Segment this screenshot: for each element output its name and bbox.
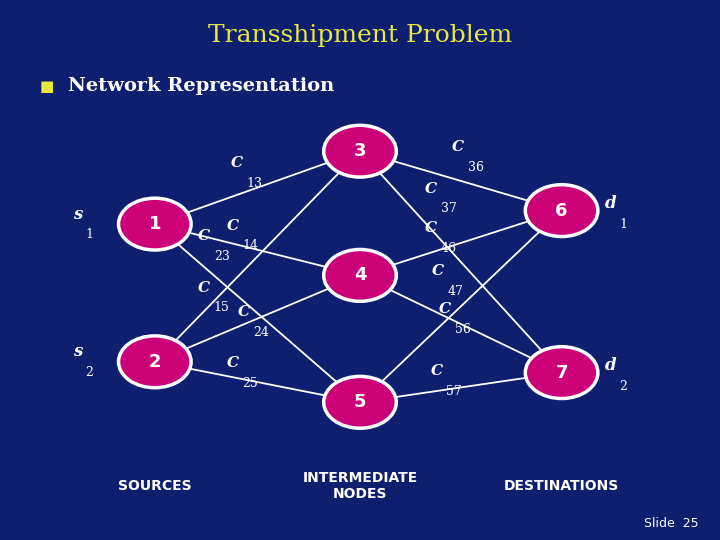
Text: 2: 2: [619, 380, 627, 393]
Text: 13: 13: [246, 177, 262, 190]
Text: 57: 57: [446, 385, 462, 398]
Text: C: C: [227, 219, 239, 233]
Text: d: d: [605, 195, 616, 212]
Text: SOURCES: SOURCES: [118, 479, 192, 493]
Text: C: C: [227, 356, 239, 370]
Text: C: C: [431, 364, 443, 379]
Text: C: C: [452, 140, 464, 154]
Text: 3: 3: [354, 142, 366, 160]
Ellipse shape: [324, 249, 396, 301]
Text: 56: 56: [455, 323, 471, 336]
Text: 1: 1: [85, 228, 93, 241]
Text: 14: 14: [243, 239, 258, 252]
Ellipse shape: [526, 185, 598, 237]
Text: 23: 23: [214, 250, 230, 263]
Text: 46: 46: [441, 242, 456, 255]
Text: C: C: [238, 305, 250, 319]
Text: DESTINATIONS: DESTINATIONS: [504, 479, 619, 493]
Text: Transshipment Problem: Transshipment Problem: [208, 24, 512, 46]
Ellipse shape: [324, 376, 396, 428]
Ellipse shape: [119, 336, 191, 388]
Text: 7: 7: [555, 363, 568, 382]
Text: 36: 36: [468, 161, 484, 174]
Text: C: C: [198, 281, 210, 295]
Ellipse shape: [119, 198, 191, 250]
Text: C: C: [230, 157, 243, 171]
Text: C: C: [198, 230, 210, 244]
Text: 1: 1: [619, 218, 627, 231]
Text: Network Representation: Network Representation: [68, 77, 335, 96]
Text: d: d: [605, 357, 616, 374]
Text: 6: 6: [555, 201, 568, 220]
Text: INTERMEDIATE
NODES: INTERMEDIATE NODES: [302, 471, 418, 501]
Ellipse shape: [526, 347, 598, 399]
Text: s: s: [73, 206, 83, 222]
Text: 37: 37: [441, 202, 456, 215]
Text: s: s: [73, 343, 83, 360]
Text: C: C: [425, 221, 437, 235]
Text: C: C: [432, 265, 444, 279]
Text: 5: 5: [354, 393, 366, 411]
Text: 47: 47: [448, 285, 464, 298]
Text: 4: 4: [354, 266, 366, 285]
Text: C: C: [439, 302, 451, 316]
Text: 1: 1: [148, 215, 161, 233]
Text: 2: 2: [85, 366, 93, 379]
Ellipse shape: [324, 125, 396, 177]
Text: C: C: [425, 182, 437, 196]
Text: 15: 15: [214, 301, 230, 314]
Text: ■: ■: [40, 79, 54, 94]
Text: 24: 24: [253, 326, 269, 339]
Text: 25: 25: [243, 377, 258, 390]
Text: Slide  25: Slide 25: [644, 517, 698, 530]
Text: 2: 2: [148, 353, 161, 371]
